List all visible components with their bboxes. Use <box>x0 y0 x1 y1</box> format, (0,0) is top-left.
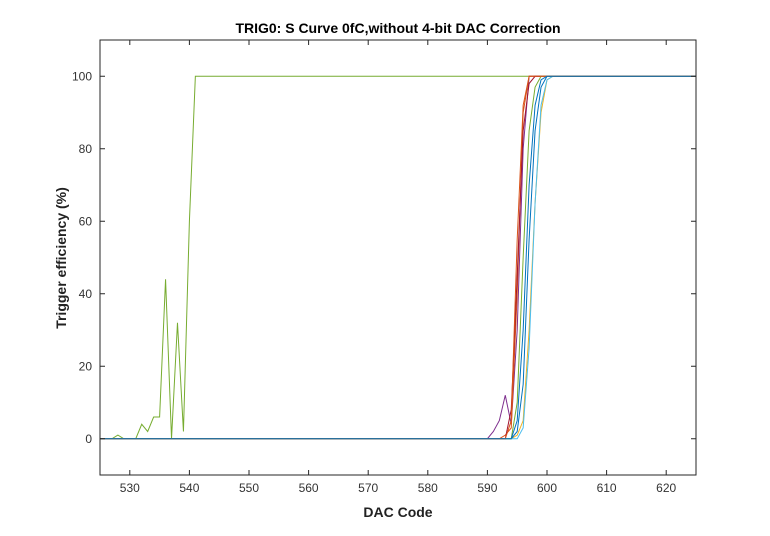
x-tick-label: 580 <box>418 481 438 495</box>
series-line-0 <box>100 75 696 440</box>
x-tick-label: 560 <box>299 481 319 495</box>
y-axis-label: Trigger efficiency (%) <box>53 187 69 329</box>
x-axis-label: DAC Code <box>363 504 432 520</box>
y-tick-label: 60 <box>79 214 93 228</box>
series-line-6 <box>100 75 696 440</box>
axes-box <box>99 39 697 476</box>
x-tick-label: 570 <box>358 481 378 495</box>
x-tick-label: 620 <box>656 481 676 495</box>
y-tick-label: 0 <box>85 432 92 446</box>
x-tick-label: 610 <box>597 481 617 495</box>
x-tick-label: 600 <box>537 481 557 495</box>
chart-title: TRIG0: S Curve 0fC,without 4-bit DAC Cor… <box>235 20 560 36</box>
series-line-9 <box>100 75 696 440</box>
x-tick-label: 540 <box>179 481 199 495</box>
x-tick-label: 550 <box>239 481 259 495</box>
x-tick-label: 530 <box>120 481 140 495</box>
series-line-1 <box>100 75 696 440</box>
y-tick-label: 80 <box>79 142 93 156</box>
y-tick-label: 40 <box>79 287 93 301</box>
x-axis-ticks: 530 540 550 560 570 580 590 600 610 620 <box>120 40 677 495</box>
y-tick-label: 100 <box>72 69 92 83</box>
series-layer <box>100 75 696 440</box>
x-tick-label: 590 <box>477 481 497 495</box>
plot-background <box>100 40 696 475</box>
y-axis-ticks: 0 20 40 60 80 100 <box>72 69 696 446</box>
plot-area: 530 540 550 560 570 580 590 600 610 620 0 20 40 60 80… <box>72 39 697 495</box>
series-line-7 <box>100 75 696 440</box>
y-tick-label: 20 <box>79 359 93 373</box>
series-line-5 <box>100 75 696 440</box>
